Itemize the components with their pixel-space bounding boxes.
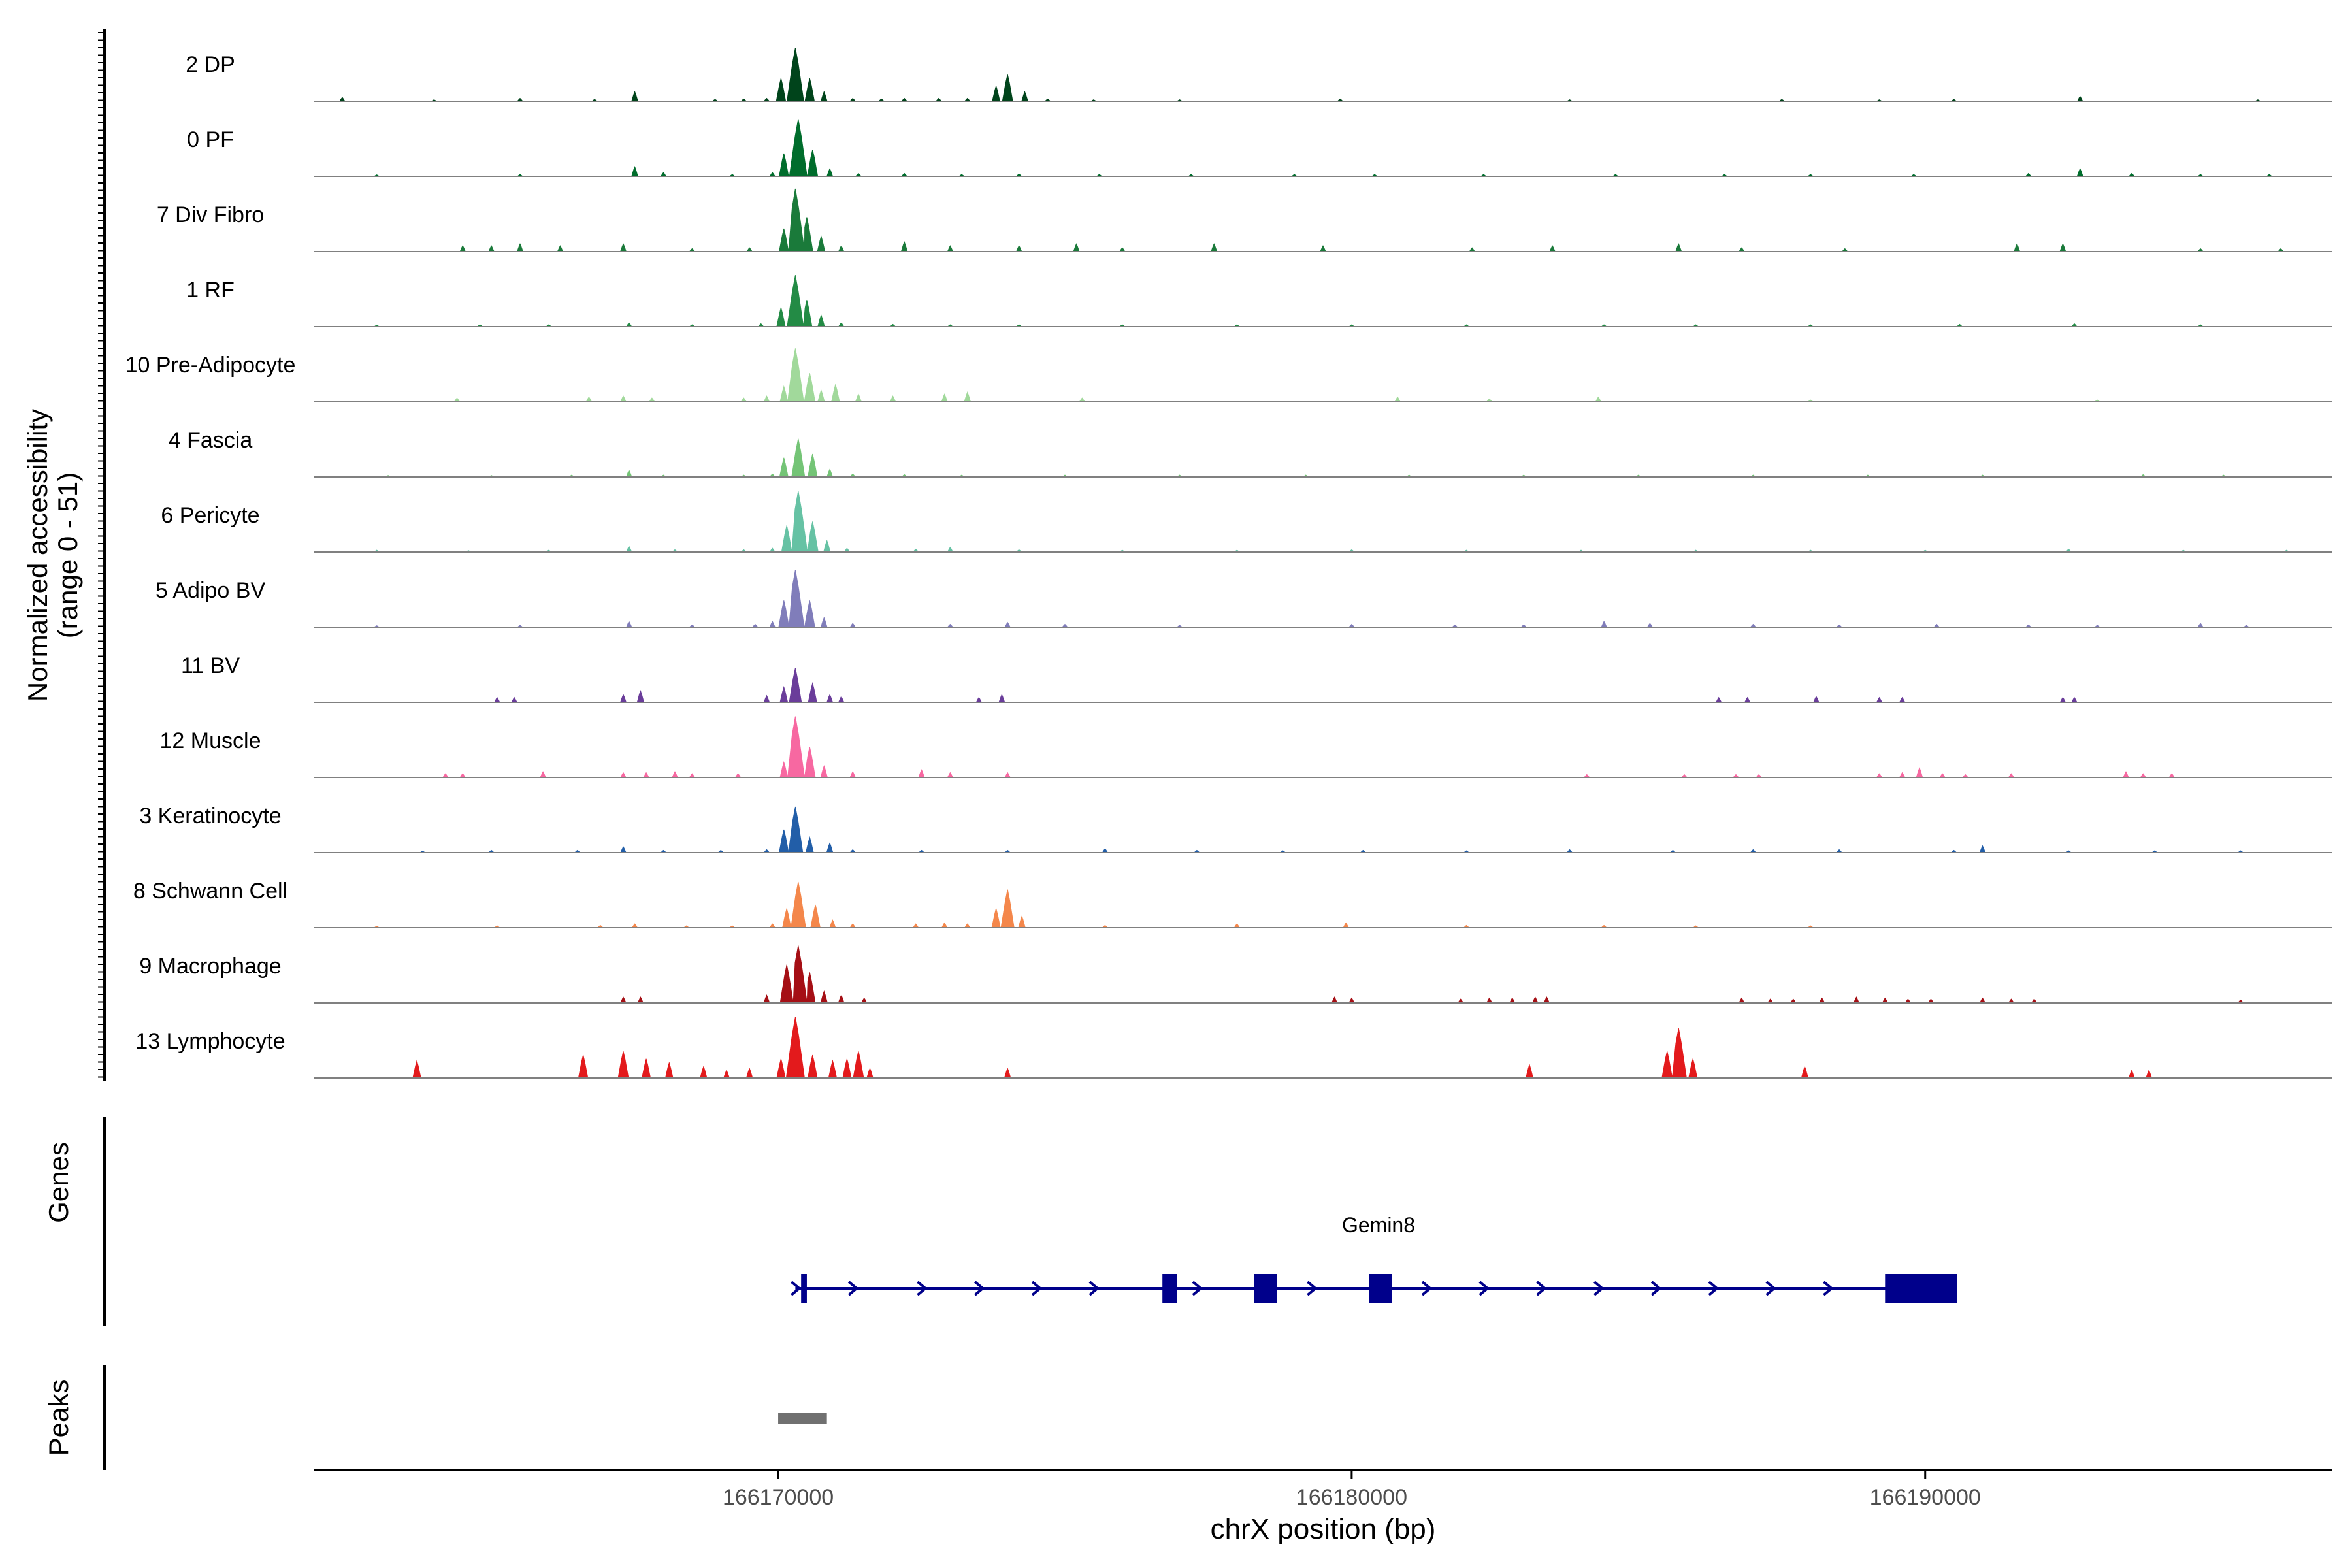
coverage-area [314,275,2332,327]
track-label: 13 Lymphocyte [135,1029,285,1054]
coverage-area [314,348,2332,402]
coverage-area [314,491,2332,553]
track-8: 11 BV [181,653,2332,703]
strand-arrow [791,1281,802,1296]
strand-arrow [1088,1281,1100,1296]
x-tick-label: 166180000 [1296,1485,1407,1510]
track-label: 5 Adipo BV [155,578,266,603]
x-tick-label: 166190000 [1870,1485,1981,1510]
track-7: 5 Adipo BV [155,570,2332,628]
track-label: 8 Schwann Cell [133,879,287,904]
coverage-area [314,48,2332,102]
track-label: 1 RF [186,278,235,302]
track-label: 4 Fascia [169,428,253,453]
exon [801,1274,807,1303]
track-11: 8 Schwann Cell [133,879,2332,928]
y-axis-title: Normalized accessibility (range 0 - 51) [22,409,83,702]
peaks-track [778,1413,827,1424]
coverage-area [314,570,2332,628]
track-6: 6 Pericyte [161,491,2332,553]
track-4: 10 Pre-Adipocyte [125,348,2332,402]
strand-arrow [1478,1281,1490,1296]
exon [1369,1274,1392,1303]
strand-arrow [917,1281,928,1296]
y-axis-title-line1: Normalized accessibility [22,409,53,702]
coverage-area [314,945,2332,1004]
strand-arrow [1765,1281,1776,1296]
exon [1885,1274,1957,1303]
strand-arrow [974,1281,985,1296]
exon [1162,1274,1177,1303]
strand-arrow [1536,1281,1547,1296]
coverage-area [314,806,2332,853]
strand-arrow [1708,1281,1720,1296]
y-axis-title-line2: (range 0 - 51) [52,472,83,638]
track-label: 11 BV [181,653,240,678]
strand-arrow [1192,1281,1203,1296]
peaks-track-label: Peaks [43,1380,74,1456]
strand-arrow [1823,1281,1834,1296]
track-label: 12 Muscle [160,728,261,753]
coverage-area [314,881,2332,928]
y-axis-ticks [98,32,105,1078]
x-tick-label: 166170000 [723,1485,834,1510]
track-2: 7 Div Fibro [157,188,2332,252]
track-label: 9 Macrophage [139,954,281,979]
x-axis-ticks: 166170000 166180000 166190000 [723,1470,1981,1510]
exon [1254,1274,1277,1303]
track-5: 4 Fascia [169,428,2332,478]
strand-arrow [847,1281,859,1296]
coverage-area [314,1017,2332,1079]
track-label: 10 Pre-Adipocyte [125,353,296,378]
track-label: 3 Keratinocyte [139,804,281,828]
track-label: 2 DP [186,52,235,77]
track-13: 13 Lymphocyte [135,1017,2332,1079]
coverage-area [314,668,2332,703]
track-label: 7 Div Fibro [157,203,264,227]
coverage-tracks: 2 DP 0 PF 7 Div Fibro 1 RF 10 Pre-Adipocyte 4… [125,48,2332,1079]
track-10: 3 Keratinocyte [139,804,2332,853]
track-9: 12 Muscle [160,716,2332,778]
coverage-area [314,438,2332,478]
coverage-area [314,716,2332,778]
coverage-area [314,188,2332,252]
genes-track: Gemin8 [791,1213,1957,1303]
gene-name-label: Gemin8 [1342,1213,1415,1237]
genes-track-label: Genes [43,1142,74,1223]
track-12: 9 Macrophage [139,945,2332,1004]
coverage-area [314,119,2332,177]
strand-arrow [1421,1281,1433,1296]
strand-arrow [1307,1281,1318,1296]
x-axis-title: chrX position (bp) [1211,1513,1436,1545]
track-label: 6 Pericyte [161,503,259,528]
track-0: 2 DP [186,48,2332,102]
strand-arrow [1650,1281,1662,1296]
track-1: 0 PF [187,119,2332,177]
strand-arrow [1593,1281,1605,1296]
strand-arrow [1031,1281,1043,1296]
track-label: 0 PF [187,127,234,152]
peak-region [778,1413,827,1424]
track-3: 1 RF [186,275,2332,327]
